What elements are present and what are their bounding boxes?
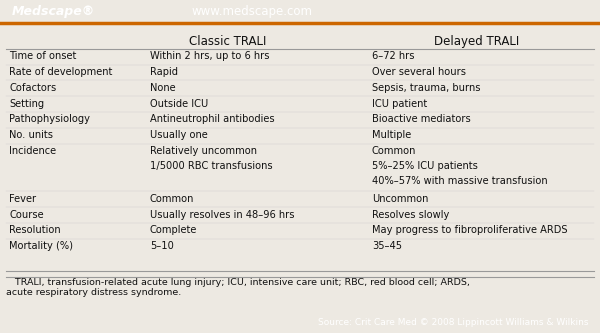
Text: Incidence: Incidence [9,146,56,156]
Text: Resolution: Resolution [9,225,61,235]
Text: 40%–57% with massive transfusion: 40%–57% with massive transfusion [372,176,548,186]
Text: Time of onset: Time of onset [9,51,76,61]
Text: Delayed TRALI: Delayed TRALI [434,35,520,48]
Text: Within 2 hrs, up to 6 hrs: Within 2 hrs, up to 6 hrs [150,51,269,61]
Text: Bioactive mediators: Bioactive mediators [372,115,471,125]
Text: Usually one: Usually one [150,130,208,140]
Text: None: None [150,83,176,93]
Text: Pathophysiology: Pathophysiology [9,115,90,125]
Text: ICU patient: ICU patient [372,99,427,109]
Text: 35–45: 35–45 [372,241,402,251]
Text: Course: Course [9,209,44,220]
Text: Classic TRALI: Classic TRALI [190,35,266,48]
Text: Outside ICU: Outside ICU [150,99,208,109]
Text: Common: Common [150,194,194,204]
Text: Medscape®: Medscape® [12,5,95,19]
Text: May progress to fibroproliferative ARDS: May progress to fibroproliferative ARDS [372,225,568,235]
Text: Source: Crit Care Med © 2008 Lippincott Williams & Wilkins: Source: Crit Care Med © 2008 Lippincott … [317,318,588,327]
Text: Multiple: Multiple [372,130,411,140]
Text: Common: Common [372,146,416,156]
Text: Complete: Complete [150,225,197,235]
Text: Antineutrophil antibodies: Antineutrophil antibodies [150,115,275,125]
Text: Resolves slowly: Resolves slowly [372,209,449,220]
Text: 5–10: 5–10 [150,241,174,251]
Text: Cofactors: Cofactors [9,83,56,93]
Text: Sepsis, trauma, burns: Sepsis, trauma, burns [372,83,481,93]
Text: Over several hours: Over several hours [372,67,466,77]
Text: Usually resolves in 48–96 hrs: Usually resolves in 48–96 hrs [150,209,295,220]
Text: Fever: Fever [9,194,36,204]
Text: 1/5000 RBC transfusions: 1/5000 RBC transfusions [150,161,272,171]
Text: Uncommon: Uncommon [372,194,428,204]
Text: Rapid: Rapid [150,67,178,77]
Text: Rate of development: Rate of development [9,67,112,77]
Text: No. units: No. units [9,130,53,140]
Text: 5%–25% ICU patients: 5%–25% ICU patients [372,161,478,171]
Text: Setting: Setting [9,99,44,109]
Text: Mortality (%): Mortality (%) [9,241,73,251]
Text: 6–72 hrs: 6–72 hrs [372,51,415,61]
Text: Relatively uncommon: Relatively uncommon [150,146,257,156]
Text: TRALI, transfusion-related acute lung injury; ICU, intensive care unit; RBC, red: TRALI, transfusion-related acute lung in… [6,278,470,297]
Text: www.medscape.com: www.medscape.com [192,5,313,19]
